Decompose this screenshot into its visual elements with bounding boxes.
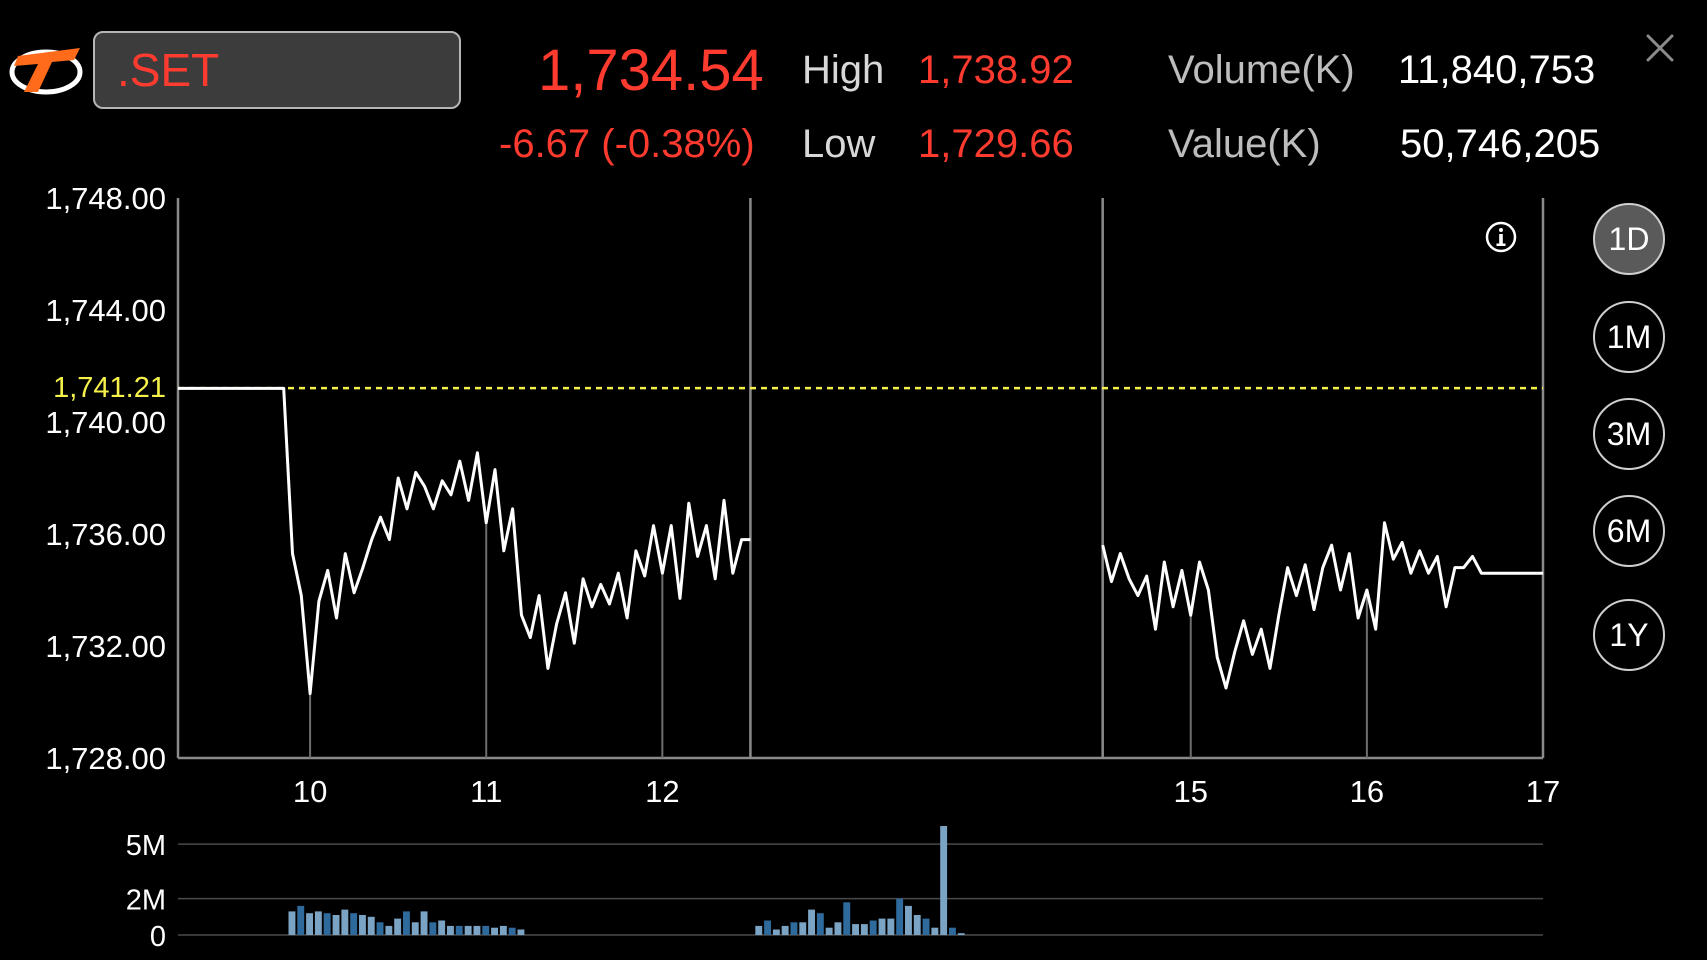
volume-value: 11,840,753 — [1398, 48, 1596, 92]
volume-bar — [464, 925, 472, 935]
volume-bar — [781, 925, 789, 935]
volume-bar — [843, 902, 851, 935]
volume-bar — [896, 898, 904, 935]
volume-bar — [297, 905, 305, 935]
volume-bar — [816, 913, 824, 935]
volume-bar — [878, 918, 886, 935]
volume-bar — [755, 925, 763, 935]
volume-bar — [350, 913, 358, 935]
volume-bar — [852, 924, 859, 935]
volume-bar — [482, 925, 490, 935]
x-tick-label: 10 — [293, 774, 327, 809]
info-icon[interactable] — [1484, 220, 1518, 254]
range-button-6m[interactable]: 6M — [1593, 495, 1665, 567]
volume-tick-label: 5M — [126, 830, 166, 862]
volume-bar — [517, 929, 525, 935]
volume-bar — [499, 925, 507, 935]
high-label: High — [802, 48, 885, 92]
brand-logo-icon — [9, 48, 83, 95]
y-tick-label: 1,728.00 — [45, 741, 166, 776]
price-series-line — [178, 386, 751, 696]
volume-bar — [799, 922, 807, 935]
reference-label: 1,741.21 — [53, 372, 166, 404]
volume-bar — [306, 913, 313, 935]
range-button-1m[interactable]: 1M — [1593, 301, 1665, 373]
volume-bar — [922, 918, 930, 935]
volume-bar — [438, 920, 446, 935]
volume-bar — [860, 924, 868, 935]
range-button-3m[interactable]: 3M — [1593, 398, 1665, 470]
volume-bar — [949, 927, 956, 935]
y-tick-label: 1,736.00 — [45, 517, 166, 552]
volume-bar — [825, 927, 833, 935]
volume-bar — [367, 916, 375, 935]
x-tick-label: 15 — [1173, 774, 1207, 809]
volume-bar — [957, 933, 965, 935]
high-value: 1,738.92 — [918, 48, 1074, 92]
volume-tick-label: 2M — [126, 885, 166, 917]
y-tick-label: 1,740.00 — [45, 405, 166, 440]
volume-bar — [332, 915, 340, 935]
close-icon[interactable] — [1642, 30, 1678, 66]
range-button-1d[interactable]: 1D — [1593, 203, 1665, 275]
price-change: -6.67 (-0.38%) — [499, 122, 755, 166]
volume-bar — [314, 911, 322, 935]
volume-bar — [764, 920, 771, 935]
volume-bar — [288, 911, 296, 935]
low-value: 1,729.66 — [918, 122, 1074, 166]
volume-bar — [473, 925, 481, 935]
volume-bar — [808, 909, 815, 935]
volume-bar — [411, 922, 419, 935]
volume-bar — [508, 927, 516, 935]
volume-bar — [455, 925, 463, 935]
volume-label: Volume(K) — [1168, 48, 1355, 92]
volume-bar — [491, 927, 498, 935]
volume-bar — [429, 922, 437, 935]
last-price: 1,734.54 — [538, 38, 764, 103]
x-tick-label: 17 — [1526, 774, 1560, 809]
volume-bar — [790, 922, 798, 935]
volume-bar — [834, 922, 842, 935]
value-value: 50,746,205 — [1400, 122, 1601, 166]
volume-bar — [341, 909, 349, 935]
volume-bar — [403, 911, 410, 935]
volume-bar — [931, 927, 939, 935]
volume-bar — [887, 918, 895, 935]
volume-bar — [323, 913, 331, 935]
volume-bar — [940, 826, 948, 935]
low-label: Low — [802, 122, 876, 166]
volume-bar — [913, 915, 921, 935]
symbol-input[interactable]: .SET — [93, 31, 461, 109]
y-tick-label: 1,748.00 — [45, 181, 166, 216]
volume-bar — [394, 918, 402, 935]
x-tick-label: 16 — [1350, 774, 1384, 809]
volume-bar — [359, 915, 366, 935]
x-tick-label: 12 — [645, 774, 679, 809]
price-series-line — [1101, 521, 1543, 690]
volume-bar — [905, 905, 912, 935]
volume-bar — [376, 922, 384, 935]
x-tick-label: 11 — [470, 774, 502, 809]
volume-tick-label: 0 — [150, 921, 166, 953]
volume-bar — [447, 925, 454, 935]
y-tick-label: 1,732.00 — [45, 629, 166, 664]
range-button-1y[interactable]: 1Y — [1593, 599, 1665, 671]
volume-bar — [420, 911, 428, 935]
volume-bar — [385, 925, 393, 935]
y-tick-label: 1,744.00 — [45, 293, 166, 328]
value-label: Value(K) — [1168, 122, 1321, 166]
volume-bar — [772, 929, 780, 935]
volume-bar — [869, 920, 877, 935]
